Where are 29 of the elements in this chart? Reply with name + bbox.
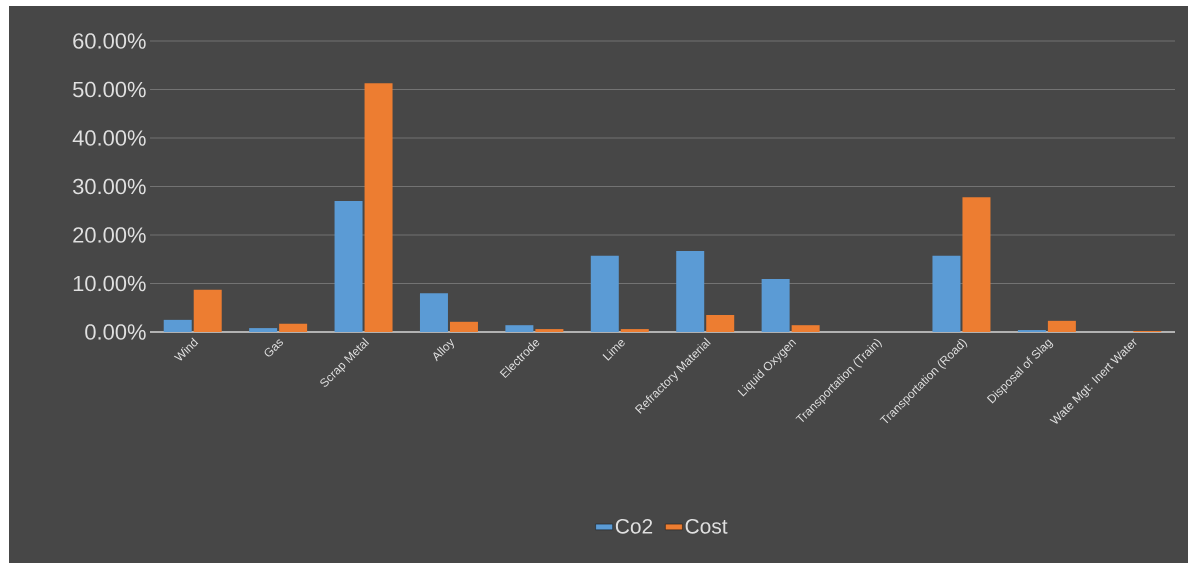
bar (419, 293, 448, 332)
y-tick-label: 30.00% (72, 178, 146, 195)
bar (535, 329, 564, 332)
y-tick-label: 40.00% (72, 130, 146, 146)
bar (620, 329, 649, 332)
bar (193, 289, 222, 332)
legend-label: Co2 (615, 518, 653, 534)
bar (932, 255, 961, 332)
bar (962, 197, 991, 332)
bar (449, 321, 478, 332)
bar (1047, 320, 1076, 332)
bar (791, 325, 820, 332)
y-tick-label: 10.00% (73, 275, 146, 292)
bar (163, 319, 192, 332)
bar (590, 255, 619, 332)
legend-label: Cost (685, 518, 728, 534)
bar (676, 250, 705, 332)
y-tick-label: 0.00% (85, 324, 146, 340)
bar (279, 323, 308, 332)
y-tick-label: 60.00% (73, 33, 146, 49)
bar (706, 315, 735, 332)
bar (249, 328, 278, 332)
bar (364, 83, 393, 332)
y-tick-label: 20.00% (73, 227, 146, 243)
bar (334, 201, 363, 332)
bar (761, 279, 790, 332)
x-tick-label: Gas (264, 339, 284, 357)
bar (505, 325, 534, 332)
y-tick-label: 50.00% (73, 81, 146, 98)
